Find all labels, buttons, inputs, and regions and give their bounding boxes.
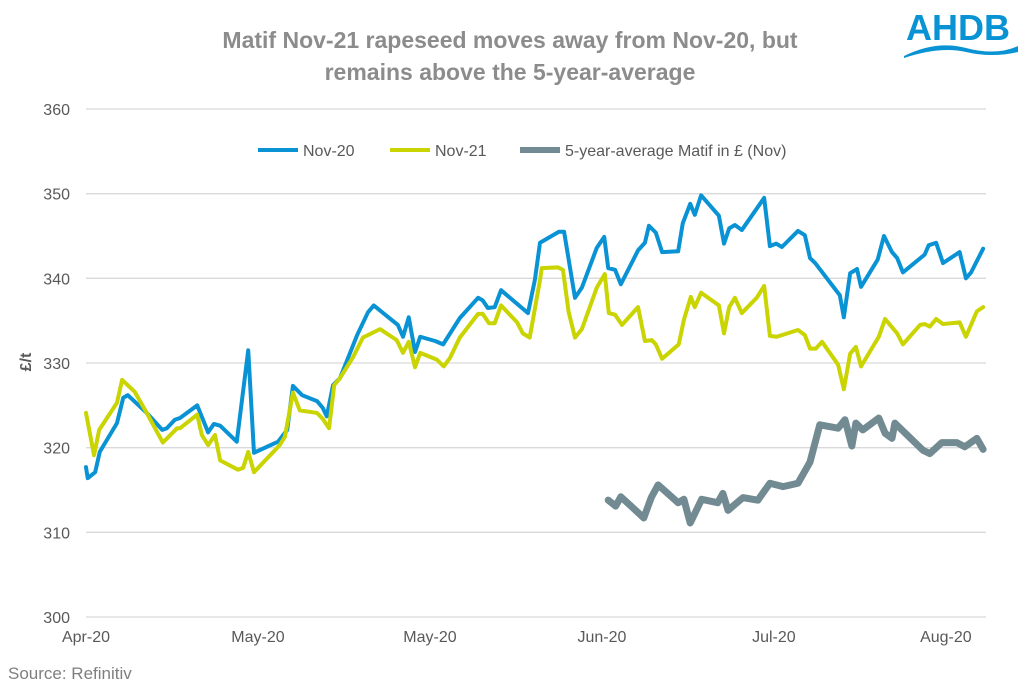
legend-label: Nov-21 bbox=[435, 143, 487, 160]
y-tick-label: 350 bbox=[43, 187, 70, 204]
logo-text: AHDB bbox=[906, 7, 1010, 48]
series-line-0 bbox=[84, 193, 986, 481]
y-tick-label: 330 bbox=[43, 356, 70, 373]
x-tick-label: Aug-20 bbox=[920, 629, 972, 646]
x-tick-label: May-20 bbox=[403, 629, 456, 646]
y-axis-label: £/t bbox=[18, 352, 35, 371]
x-tick-label: Jul-20 bbox=[752, 629, 796, 646]
x-tick-label: Apr-20 bbox=[62, 629, 110, 646]
series-line-1 bbox=[84, 265, 986, 475]
legend-label: 5-year-average Matif in £ (Nov) bbox=[565, 143, 786, 160]
source-note: Source: Refinitiv bbox=[8, 664, 132, 683]
series-line-2 bbox=[604, 414, 987, 527]
ahdb-logo: AHDB bbox=[896, 6, 1020, 65]
y-tick-label: 320 bbox=[43, 441, 70, 458]
title-line-2: remains above the 5-year-average bbox=[324, 59, 696, 85]
y-tick-label: 360 bbox=[43, 102, 70, 119]
chart-title: Matif Nov-21 rapeseed moves away from No… bbox=[90, 24, 930, 88]
y-tick-label: 340 bbox=[43, 271, 70, 288]
x-tick-label: Jun-20 bbox=[577, 629, 626, 646]
y-tick-label: 310 bbox=[43, 525, 70, 542]
x-tick-label: May-20 bbox=[231, 629, 284, 646]
logo-wave-icon bbox=[904, 45, 1018, 58]
title-line-1: Matif Nov-21 rapeseed moves away from No… bbox=[222, 27, 798, 53]
y-tick-label: 300 bbox=[43, 610, 70, 627]
legend-label: Nov-20 bbox=[303, 143, 355, 160]
